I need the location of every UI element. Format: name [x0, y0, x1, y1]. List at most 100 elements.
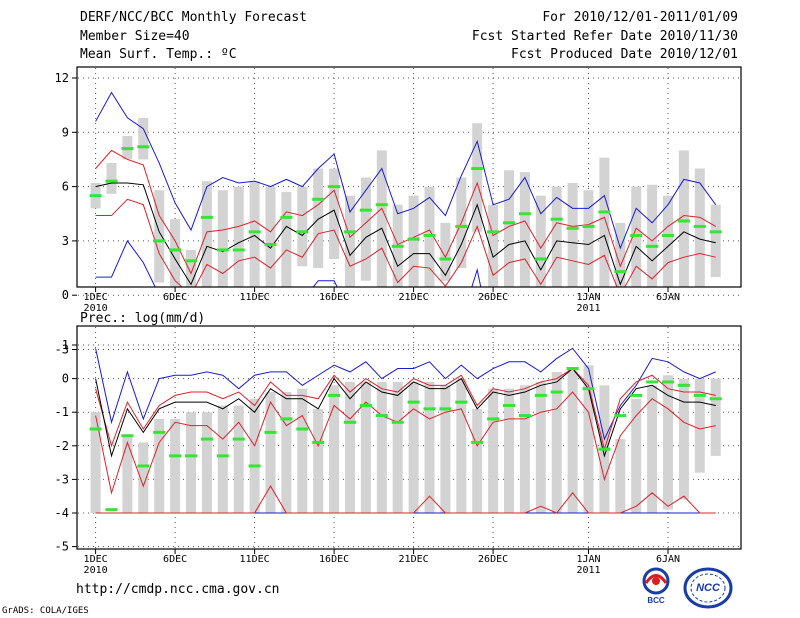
xtick-label-prec: 26DEC — [478, 554, 508, 565]
median-marker-temp — [185, 259, 197, 263]
source-url[interactable]: http://cmdp.ncc.cma.gov.cn — [76, 582, 280, 597]
ytick-label-prec: -3 — [55, 472, 69, 486]
median-marker-temp — [264, 243, 277, 247]
xtick-label-temp: 16DEC — [319, 292, 349, 303]
median-marker-temp — [662, 233, 674, 237]
median-marker-temp — [280, 215, 293, 219]
ensemble-box-temp — [472, 123, 483, 232]
median-marker-prec — [518, 414, 531, 418]
median-marker-temp — [232, 248, 245, 252]
ensemble-box-prec — [615, 439, 626, 513]
median-marker-temp — [534, 257, 547, 261]
median-marker-temp — [169, 248, 182, 252]
ensemble-box-temp — [408, 195, 419, 287]
median-marker-prec — [296, 427, 309, 431]
median-marker-temp — [550, 217, 563, 221]
ensemble-box-temp — [615, 222, 626, 287]
xtick-label-temp: 1JAN — [576, 292, 600, 303]
ensemble-box-temp — [551, 186, 562, 287]
ncc-logo: NCC — [683, 567, 733, 609]
bcc-logo-text: BCC — [647, 596, 665, 605]
ytick-label-temp: 9 — [62, 125, 69, 139]
median-marker-prec — [359, 403, 372, 407]
inner-lower-line-temp — [95, 198, 716, 287]
ensemble-box-prec — [551, 371, 562, 513]
median-marker-prec — [455, 400, 468, 404]
median-marker-prec — [391, 420, 404, 424]
ensemble-box-prec — [345, 381, 355, 513]
ensemble-box-prec — [329, 385, 340, 513]
xtick-label-temp: 1DEC — [84, 292, 108, 303]
median-marker-prec — [328, 393, 341, 397]
median-marker-temp — [471, 167, 484, 170]
median-marker-temp — [312, 197, 325, 201]
ensemble-box-temp — [217, 190, 228, 287]
median-marker-temp — [296, 230, 309, 234]
ensemble-box-prec — [440, 385, 451, 513]
ensemble-box-temp — [583, 190, 594, 287]
ensemble-box-prec — [90, 412, 101, 513]
ensemble-box-prec — [201, 412, 212, 513]
member-size-label: Member Size=40 — [80, 29, 190, 44]
ensemble-box-prec — [567, 368, 578, 513]
ensemble-box-prec — [694, 378, 705, 473]
median-marker-prec — [503, 403, 515, 407]
median-marker-prec — [423, 407, 436, 411]
variable-label: Mean Surf. Temp.: ºC — [80, 47, 237, 62]
ensemble-box-temp — [297, 186, 308, 267]
ensemble-box-temp — [329, 168, 340, 259]
xtick-label-prec: 1DEC — [84, 554, 108, 565]
median-marker-prec — [375, 414, 388, 418]
ensemble-box-temp — [201, 181, 212, 287]
xtick-label-prec: 6DEC — [163, 554, 187, 565]
plot-area-prec — [89, 347, 722, 514]
xtick-label-temp: 11DEC — [240, 292, 270, 303]
median-marker-prec — [89, 427, 102, 431]
ensemble-box-prec — [376, 381, 387, 513]
xtick-label-prec: 11DEC — [240, 554, 270, 565]
median-marker-prec — [646, 380, 659, 384]
median-marker-temp — [614, 270, 627, 274]
median-marker-prec — [662, 380, 674, 384]
bcc-logo: BCC — [642, 567, 670, 605]
median-marker-prec — [550, 390, 563, 394]
xtick-label-temp: 26DEC — [478, 292, 508, 303]
median-marker-prec — [280, 417, 293, 421]
ncc-logo-text: NCC — [696, 582, 721, 594]
ensemble-box-prec — [663, 375, 673, 510]
median-marker-prec — [105, 508, 118, 512]
ensemble-box-prec — [710, 378, 721, 456]
ensemble-box-prec — [408, 381, 419, 513]
plot-area-temp — [89, 91, 722, 287]
median-marker-temp — [487, 230, 500, 234]
xtick-label-prec: 16DEC — [319, 554, 349, 565]
ensemble-box-temp — [249, 181, 260, 287]
forecast-period: For 2010/12/01-2011/01/09 — [542, 10, 738, 25]
median-marker-temp — [200, 215, 213, 219]
ensemble-box-prec — [678, 378, 689, 500]
median-marker-prec — [693, 393, 706, 397]
median-marker-prec — [185, 454, 197, 458]
median-marker-prec — [216, 454, 229, 458]
median-marker-prec — [232, 437, 245, 441]
median-marker-temp — [677, 219, 690, 223]
median-marker-temp — [153, 239, 166, 243]
ensemble-box-temp — [376, 150, 387, 287]
ensemble-box-temp — [424, 186, 435, 287]
median-marker-temp — [344, 230, 356, 234]
median-marker-prec — [582, 387, 595, 391]
median-marker-temp — [423, 233, 436, 237]
ensemble-box-temp — [281, 192, 292, 287]
median-marker-prec — [598, 447, 611, 451]
outer-upper-line-temp — [95, 91, 717, 250]
median-marker-temp — [582, 224, 595, 228]
median-marker-temp — [630, 233, 643, 237]
median-marker-temp — [89, 194, 102, 198]
ensemble-box-prec — [186, 412, 196, 513]
ensemble-box-temp — [567, 182, 578, 287]
ytick-label-temp: -3 — [55, 343, 69, 357]
ensemble-box-prec — [456, 378, 467, 513]
ensemble-box-temp — [663, 195, 673, 287]
